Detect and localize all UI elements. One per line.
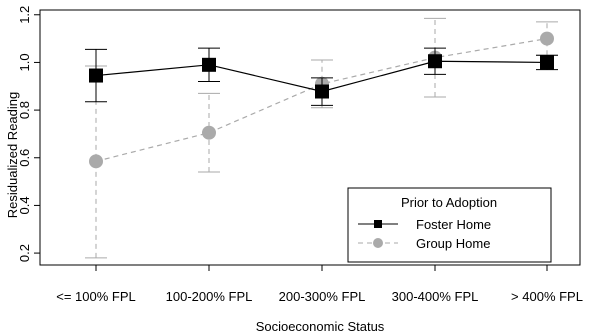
data-point	[89, 68, 103, 83]
data-point	[540, 31, 554, 46]
x-tick-label: 300-400% FPL	[392, 289, 479, 304]
legend: Prior to Adoption Foster Home Group Home	[347, 187, 552, 263]
y-tick-label: 1.2	[17, 6, 32, 24]
x-tick-label: 200-300% FPL	[279, 289, 366, 304]
legend-label-foster: Foster Home	[416, 217, 491, 232]
y-tick-label: 0.8	[17, 101, 32, 119]
legend-title: Prior to Adoption	[401, 195, 497, 210]
data-point	[315, 84, 329, 99]
data-point	[428, 54, 442, 69]
y-tick-label: 1.0	[17, 53, 32, 71]
data-point	[202, 125, 216, 140]
y-tick-label: 0.2	[17, 244, 32, 262]
x-tick-label: > 400% FPL	[511, 289, 583, 304]
y-axis-title: Residualized Reading	[5, 92, 20, 218]
data-point	[540, 55, 554, 70]
legend-marker-foster	[374, 220, 382, 228]
x-tick-label: 100-200% FPL	[166, 289, 253, 304]
legend-label-group: Group Home	[416, 236, 490, 251]
data-point	[89, 154, 103, 169]
y-tick-label: 0.6	[17, 149, 32, 167]
data-point	[202, 57, 216, 72]
x-tick-label: <= 100% FPL	[56, 289, 136, 304]
x-axis-title: Socioeconomic Status	[256, 319, 385, 334]
y-tick-label: 0.4	[17, 196, 32, 214]
plot-frame	[39, 9, 581, 266]
legend-marker-group	[373, 238, 383, 248]
series-0	[85, 47, 558, 106]
